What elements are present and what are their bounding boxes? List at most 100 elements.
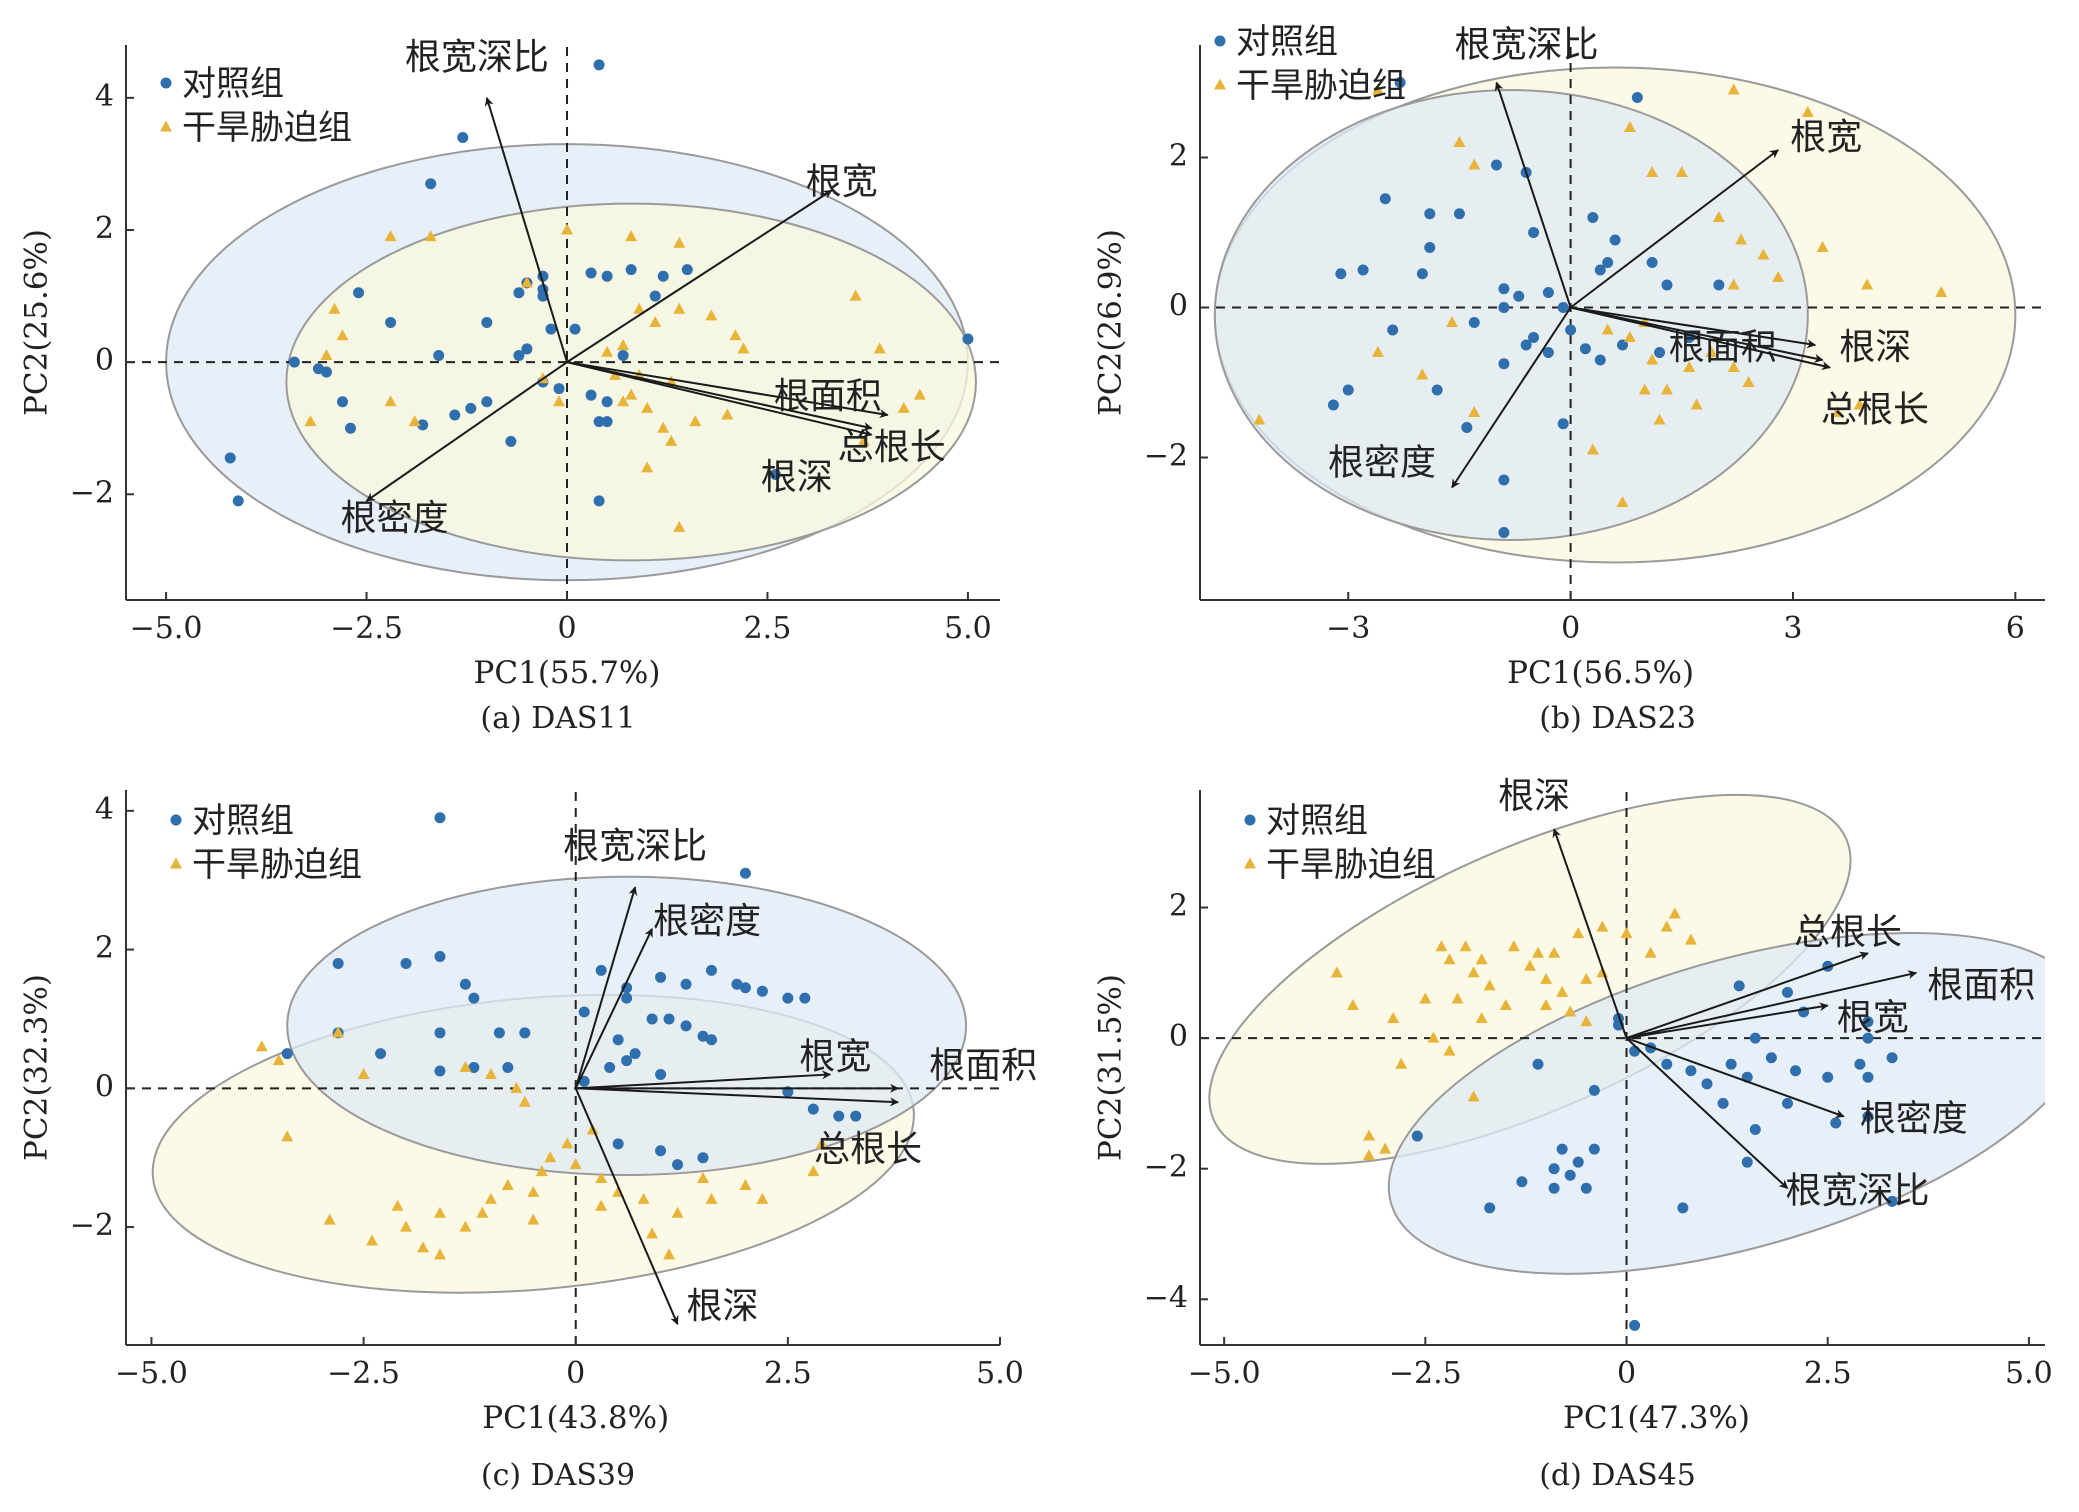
drought-point xyxy=(518,1095,531,1107)
loading-arrow xyxy=(1625,1037,1789,1190)
control-point xyxy=(513,350,525,362)
control-point xyxy=(519,1027,531,1039)
x-axis-label: PC1(56.5%) xyxy=(1507,655,1694,691)
y-tick-label: 0 xyxy=(1169,289,1188,324)
drought-point xyxy=(433,1248,446,1260)
loading-arrow xyxy=(566,189,833,363)
control-point xyxy=(1830,1117,1842,1129)
x-tick-label: 0 xyxy=(1617,1356,1636,1391)
drought-point xyxy=(520,276,533,288)
x-tick-label: −3 xyxy=(1326,611,1370,646)
loading-arrow xyxy=(365,361,568,502)
control-point xyxy=(680,978,692,990)
drought-point xyxy=(1853,398,1866,410)
control-point xyxy=(782,992,794,1004)
control-point xyxy=(1468,317,1480,328)
drought-point xyxy=(1735,233,1748,245)
control-point xyxy=(1588,1143,1600,1155)
loading-label: 总根长 xyxy=(838,427,946,468)
drought-point xyxy=(1646,353,1659,365)
loading-arrow xyxy=(1494,81,1572,308)
legend-control-label: 对照组 xyxy=(1266,801,1368,841)
drought-point xyxy=(336,329,349,341)
drought-point xyxy=(1532,946,1544,958)
control-point xyxy=(617,350,629,362)
loading-label: 根深 xyxy=(761,457,833,498)
drought-point xyxy=(595,1199,608,1211)
drought-point xyxy=(1475,953,1488,965)
control-point xyxy=(1490,159,1502,171)
control-point xyxy=(434,1027,446,1039)
drought-point xyxy=(625,388,638,400)
ellipse-group xyxy=(1208,793,2045,1275)
loading-arrow xyxy=(574,886,638,1089)
drought-point xyxy=(1468,406,1481,417)
drought-point xyxy=(646,1227,659,1239)
drought-point xyxy=(721,408,734,420)
drought-point xyxy=(1623,121,1636,132)
drought-point xyxy=(1638,383,1651,395)
control-point xyxy=(468,1062,480,1073)
drought-point xyxy=(1620,927,1633,939)
legend-drought-label: 干旱胁迫组 xyxy=(182,108,352,148)
control-point xyxy=(578,1006,590,1018)
drought-point xyxy=(1523,959,1536,971)
panel-caption: (c) DAS39 xyxy=(481,1458,635,1493)
drought-point xyxy=(561,223,574,235)
control-point xyxy=(756,985,768,997)
control-point xyxy=(1548,1163,1560,1175)
loading-label: 根宽深比 xyxy=(405,37,549,78)
drought-point xyxy=(641,461,654,473)
drought-point xyxy=(1831,406,1844,417)
y-tick-label: −4 xyxy=(1144,1280,1188,1315)
drought-point xyxy=(424,230,437,242)
drought-point xyxy=(1683,361,1696,372)
drought-point xyxy=(552,395,565,407)
drought-point xyxy=(617,395,630,407)
control-point xyxy=(481,396,493,408)
drought-point xyxy=(689,415,702,427)
drought-point xyxy=(1556,985,1569,997)
control-point xyxy=(1594,354,1606,366)
drought-point xyxy=(739,1178,752,1190)
control-point xyxy=(1579,343,1591,355)
loading-arrow xyxy=(484,96,568,363)
loading-label: 根宽 xyxy=(806,161,878,202)
legend-drought-marker xyxy=(1244,857,1256,869)
drought-point xyxy=(459,1061,472,1072)
y-axis-label: PC2(26.9%) xyxy=(1093,229,1129,416)
control-point xyxy=(434,812,446,824)
control-point xyxy=(1379,193,1391,205)
loading-arrow xyxy=(1552,828,1628,1039)
y-tick-label: −2 xyxy=(70,475,114,510)
loading-label: 根密度 xyxy=(1860,1098,1968,1139)
control-point xyxy=(705,964,717,976)
panel-caption: (a) DAS11 xyxy=(480,701,635,736)
control-point xyxy=(1588,1084,1600,1096)
y-tick-label: −2 xyxy=(1144,1150,1188,1185)
drought-point xyxy=(332,1026,345,1038)
control-point xyxy=(1557,418,1569,430)
control-point xyxy=(553,383,565,395)
control-point xyxy=(625,264,637,276)
drought-point xyxy=(1459,940,1472,952)
control-point xyxy=(353,287,365,299)
control-point xyxy=(1765,1052,1777,1064)
drought-point xyxy=(849,289,862,301)
drought-point xyxy=(527,1185,540,1197)
drought-point xyxy=(323,1213,336,1225)
drought-point xyxy=(1596,920,1609,932)
y-axis-label: PC2(31.5%) xyxy=(1093,974,1129,1161)
x-tick-label: 5.0 xyxy=(976,1356,1024,1391)
control-point xyxy=(449,409,461,421)
loading-arrow xyxy=(574,927,653,1089)
confidence-ellipse xyxy=(1387,932,2045,1275)
control-point xyxy=(604,1062,616,1073)
control-point xyxy=(1453,208,1465,220)
control-point xyxy=(681,264,693,276)
